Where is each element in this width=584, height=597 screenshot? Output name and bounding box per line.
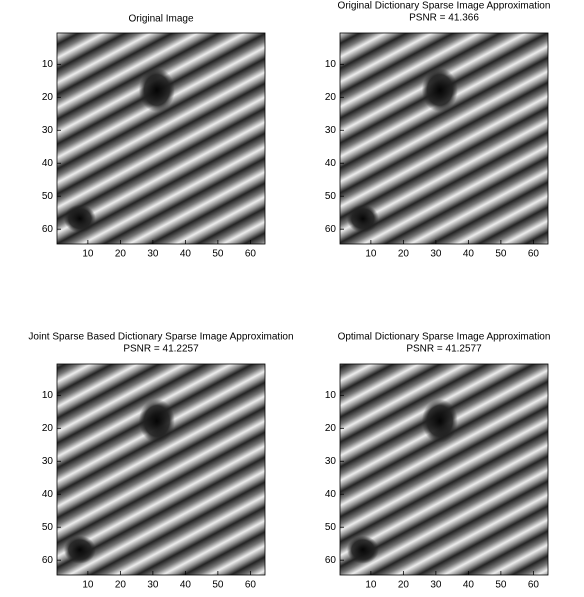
y-tick-label: 40 xyxy=(42,158,54,169)
x-tick-label: 10 xyxy=(365,249,377,260)
y-tick-label: 30 xyxy=(325,125,337,136)
x-tick-label: 30 xyxy=(147,580,159,591)
axes-frame xyxy=(56,32,266,245)
dark-spot xyxy=(138,398,175,443)
x-tick-label: 40 xyxy=(463,249,475,260)
y-tick-label: 10 xyxy=(42,390,54,401)
axes-frame xyxy=(339,363,549,576)
x-tick-label: 50 xyxy=(495,249,507,260)
x-tick-label: 50 xyxy=(212,249,224,260)
axes-title: Original Dictionary Sparse Image Approxi… xyxy=(338,1,551,12)
image xyxy=(340,33,548,244)
image xyxy=(340,364,548,575)
y-tick-label: 60 xyxy=(325,224,337,235)
y-tick-label: 10 xyxy=(325,390,337,401)
y-tick-label: 60 xyxy=(42,224,54,235)
x-tick-label: 20 xyxy=(398,249,410,260)
x-tick-label: 50 xyxy=(495,580,507,591)
y-tick-label: 40 xyxy=(325,158,337,169)
axes-subtitle: PSNR = 41.2577 xyxy=(406,344,482,355)
dark-spot xyxy=(63,535,96,564)
x-tick-label: 60 xyxy=(245,580,257,591)
axes-frame xyxy=(339,32,549,245)
axes-title: Joint Sparse Based Dictionary Sparse Ima… xyxy=(28,332,293,343)
x-tick-label: 50 xyxy=(212,580,224,591)
x-tick-label: 40 xyxy=(463,580,475,591)
dark-spot xyxy=(346,204,379,233)
y-tick-label: 40 xyxy=(325,489,337,500)
image xyxy=(57,364,265,575)
axes-title: Original Image xyxy=(128,14,193,25)
dark-spot xyxy=(421,398,458,443)
x-tick-label: 30 xyxy=(430,580,442,591)
image xyxy=(57,33,265,244)
y-tick-label: 20 xyxy=(42,92,54,103)
dark-spot xyxy=(63,204,96,233)
y-tick-label: 60 xyxy=(42,555,54,566)
x-tick-label: 20 xyxy=(115,580,127,591)
y-tick-label: 20 xyxy=(325,92,337,103)
x-tick-label: 30 xyxy=(430,249,442,260)
dark-spot xyxy=(346,535,379,564)
y-tick-label: 30 xyxy=(42,456,54,467)
x-tick-label: 60 xyxy=(245,249,257,260)
y-tick-label: 20 xyxy=(325,423,337,434)
y-tick-label: 30 xyxy=(325,456,337,467)
x-tick-label: 30 xyxy=(147,249,159,260)
x-tick-label: 60 xyxy=(528,580,540,591)
x-tick-label: 10 xyxy=(365,580,377,591)
y-tick-label: 10 xyxy=(42,59,54,70)
y-tick-label: 40 xyxy=(42,489,54,500)
axes-frame xyxy=(56,363,266,576)
y-tick-label: 20 xyxy=(42,423,54,434)
y-tick-label: 50 xyxy=(325,522,337,533)
axes-title: Optimal Dictionary Sparse Image Approxim… xyxy=(338,332,551,343)
x-tick-label: 10 xyxy=(82,580,94,591)
x-tick-label: 10 xyxy=(82,249,94,260)
y-tick-label: 30 xyxy=(42,125,54,136)
x-tick-label: 20 xyxy=(398,580,410,591)
axes-subtitle: PSNR = 41.2257 xyxy=(123,344,199,355)
x-tick-label: 60 xyxy=(528,249,540,260)
x-tick-label: 40 xyxy=(180,249,192,260)
x-tick-label: 40 xyxy=(180,580,192,591)
y-tick-label: 60 xyxy=(325,555,337,566)
y-tick-label: 50 xyxy=(42,191,54,202)
x-tick-label: 20 xyxy=(115,249,127,260)
y-tick-label: 50 xyxy=(325,191,337,202)
dark-spot xyxy=(421,67,458,112)
y-tick-label: 50 xyxy=(42,522,54,533)
axes-subtitle: PSNR = 41.366 xyxy=(409,13,479,24)
dark-spot xyxy=(138,67,175,112)
y-tick-label: 10 xyxy=(325,59,337,70)
